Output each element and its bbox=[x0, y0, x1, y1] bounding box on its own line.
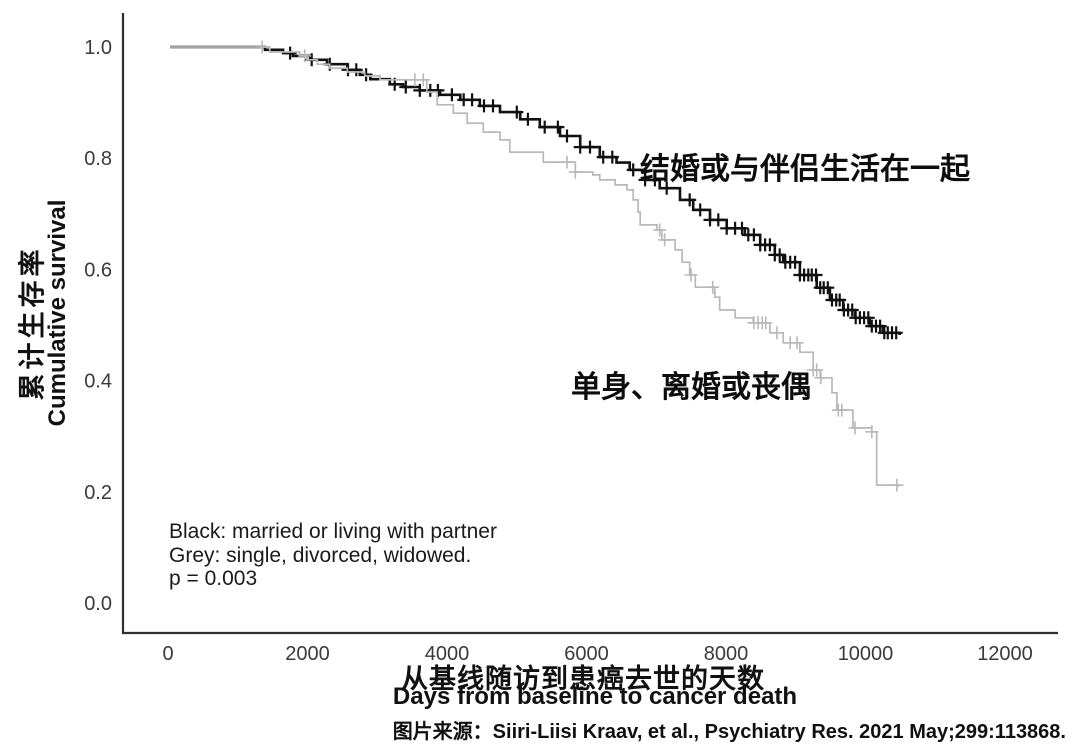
censor-plus-mark bbox=[445, 88, 459, 102]
censor-plus-mark bbox=[770, 326, 784, 340]
censor-plus-mark bbox=[583, 140, 597, 154]
censor-plus-mark bbox=[809, 268, 823, 282]
x-axis-title-en: Days from baseline to cancer death bbox=[392, 683, 798, 710]
censor-plus-mark bbox=[538, 120, 552, 134]
series-single-curve bbox=[170, 46, 900, 487]
legend-p-value: p = 0.003 bbox=[169, 567, 258, 590]
y-tick-label: 1.0 bbox=[84, 37, 112, 59]
censor-plus-mark bbox=[810, 363, 824, 377]
censor-plus-mark bbox=[683, 193, 697, 207]
censor-plus-mark bbox=[283, 46, 297, 60]
annotation-single-group: 单身、离婚或丧偶 bbox=[571, 371, 811, 404]
censor-plus-mark bbox=[568, 165, 582, 179]
censor-plus-mark bbox=[706, 280, 720, 294]
series-married-curve bbox=[170, 45, 901, 335]
censor-plus-mark bbox=[551, 120, 565, 134]
censor-plus-mark bbox=[298, 49, 312, 63]
censor-plus-mark bbox=[349, 63, 363, 77]
censor-plus-mark bbox=[255, 40, 269, 54]
x-tick-label: 10000 bbox=[838, 643, 894, 665]
censor-plus-mark bbox=[510, 105, 524, 119]
censor-plus-mark bbox=[648, 173, 662, 187]
censor-plus-mark bbox=[359, 68, 373, 82]
censor-plus-mark bbox=[833, 293, 847, 307]
x-axis-title-zh: 从基线随访到患癌去世的天数 bbox=[401, 664, 765, 694]
legend-line-grey: Grey: single, divorced, widowed. bbox=[169, 543, 472, 567]
censor-plus-mark bbox=[890, 478, 904, 492]
censor-plus-mark bbox=[399, 80, 413, 94]
censor-plus-mark bbox=[626, 163, 640, 177]
censor-plus-mark bbox=[835, 403, 849, 417]
censor-plus-mark bbox=[759, 316, 773, 330]
censor-plus-mark bbox=[747, 228, 761, 242]
x-tick-label: 6000 bbox=[564, 643, 609, 665]
censor-plus-mark bbox=[873, 319, 887, 333]
x-tick-label: 8000 bbox=[704, 643, 749, 665]
censor-plus-mark bbox=[845, 303, 859, 317]
axes bbox=[121, 13, 1058, 635]
x-tick-label: 4000 bbox=[425, 643, 470, 665]
censor-plus-mark bbox=[416, 73, 430, 87]
censor-plus-mark bbox=[560, 129, 574, 143]
y-tick-label: 0.6 bbox=[84, 259, 112, 281]
censor-plus-mark bbox=[763, 238, 777, 252]
censor-plus-mark bbox=[865, 425, 879, 439]
censor-plus-mark bbox=[735, 221, 749, 235]
legend-line-black: Black: married or living with partner bbox=[169, 520, 497, 543]
censor-plus-mark bbox=[560, 155, 574, 169]
censor-plus-mark bbox=[693, 203, 707, 217]
censor-plus-mark bbox=[848, 421, 862, 435]
series-single-censor-marks bbox=[255, 40, 904, 492]
censor-plus-mark bbox=[861, 311, 875, 325]
censor-plus-mark bbox=[814, 371, 828, 385]
censor-plus-mark bbox=[486, 99, 500, 113]
x-tick-label: 2000 bbox=[285, 643, 330, 665]
legend-block: Black: married or living with partner Gr… bbox=[169, 520, 497, 591]
x-tick-labels: 0 2000 4000 6000 8000 10000 12000 bbox=[162, 643, 1032, 665]
series-married-censor-marks bbox=[283, 46, 903, 340]
source-citation: 图片来源：Siiri-Liisi Kraav, et al., Psychiat… bbox=[392, 721, 1066, 743]
censor-plus-mark bbox=[521, 112, 535, 126]
censor-plus-mark bbox=[660, 181, 674, 195]
censor-plus-mark bbox=[889, 326, 903, 340]
y-tick-label: 0.2 bbox=[84, 482, 112, 504]
censor-plus-mark bbox=[684, 268, 698, 282]
censor-plus-mark bbox=[773, 248, 787, 262]
x-tick-label: 0 bbox=[162, 643, 173, 665]
y-tick-label: 0.0 bbox=[84, 593, 112, 615]
annotation-married-group: 结婚或与伴侣生活在一起 bbox=[640, 153, 970, 186]
censor-plus-mark bbox=[711, 213, 725, 227]
y-axis-title-en: Cumulative survival bbox=[44, 199, 71, 427]
censor-plus-mark bbox=[658, 233, 672, 247]
y-tick-label: 0.4 bbox=[84, 371, 112, 393]
censor-plus-mark bbox=[821, 281, 835, 295]
y-tick-labels: 0.0 0.2 0.4 0.6 0.8 1.0 bbox=[84, 37, 112, 615]
censor-plus-mark bbox=[788, 255, 802, 269]
censor-plus-mark bbox=[653, 223, 667, 237]
y-tick-label: 0.8 bbox=[84, 148, 112, 170]
censor-plus-mark bbox=[605, 150, 619, 164]
x-tick-label: 12000 bbox=[977, 643, 1033, 665]
censor-plus-mark bbox=[790, 336, 804, 350]
censor-plus-mark bbox=[465, 93, 479, 107]
